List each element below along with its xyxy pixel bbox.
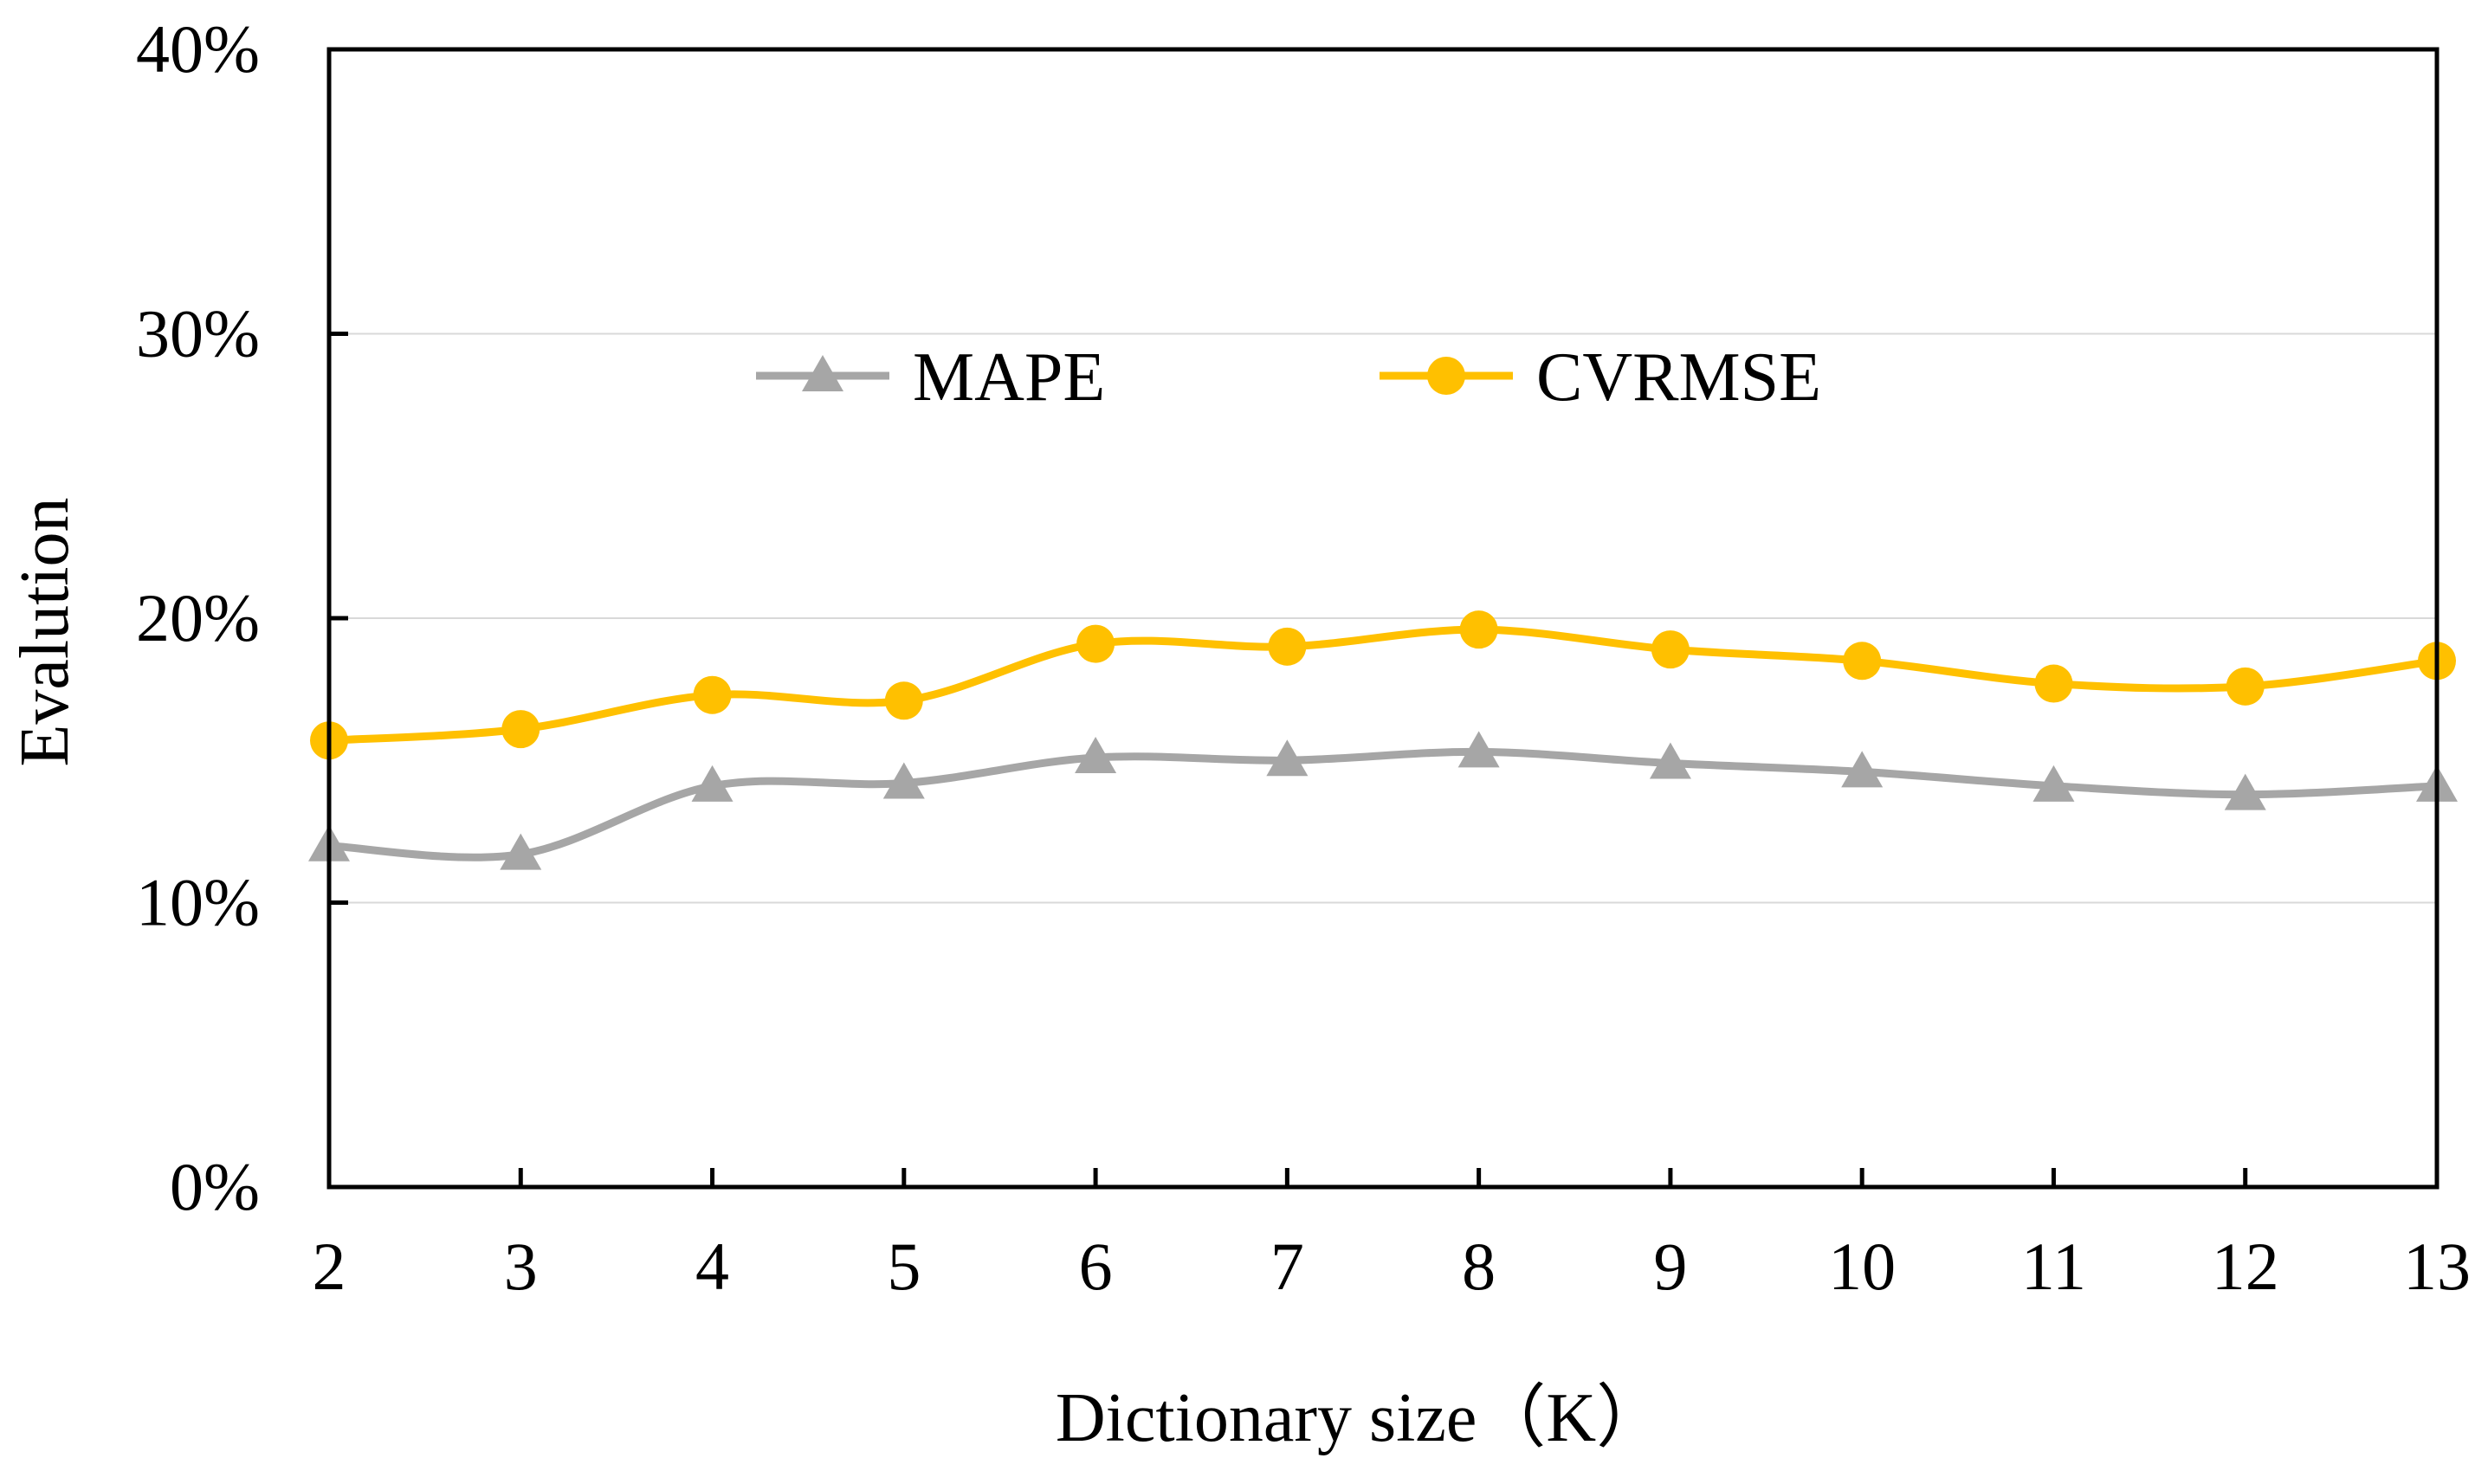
mape-point [691, 765, 733, 802]
y-tick-label: 0% [170, 1149, 260, 1224]
x-tick-label: 6 [1079, 1229, 1113, 1304]
cvrmse-point [693, 675, 732, 714]
mape-point [1266, 739, 1309, 777]
mape-point [882, 762, 925, 799]
legend: MAPE CVRMSE [756, 339, 1821, 416]
x-tick-label: 10 [1828, 1229, 1896, 1304]
cvrmse-point [1076, 624, 1115, 663]
series-cvrmse [310, 610, 2456, 760]
cvrmse-point [1268, 627, 1307, 666]
gridlines [329, 332, 2437, 904]
x-tick-label: 7 [1270, 1229, 1304, 1304]
y-tick-label: 40% [136, 11, 260, 87]
y-tick-label: 20% [136, 580, 260, 655]
mape-point [2224, 773, 2266, 810]
y-tick-label: 30% [136, 296, 260, 371]
cvrmse-point [884, 681, 923, 720]
y-axis-title: Evalution [7, 497, 83, 766]
x-tick-label: 12 [2212, 1229, 2279, 1304]
series-mape [308, 731, 2458, 870]
axes: 0% 10% 20% 30% 40% 2 3 4 5 6 7 8 9 10 11 12 13 [136, 11, 2471, 1304]
mape-point [1075, 736, 1117, 773]
mape-point [500, 833, 542, 870]
x-tick-label: 4 [695, 1229, 729, 1304]
x-tick-label: 8 [1462, 1229, 1496, 1304]
legend-label-mape: MAPE [913, 339, 1105, 416]
x-tick-label: 3 [504, 1229, 538, 1304]
mape-line [325, 747, 2441, 861]
x-tick-label: 11 [2021, 1229, 2086, 1304]
legend-marker-cvrmse [1427, 357, 1465, 395]
x-axis-title: Dictionary size（K） [1056, 1380, 1665, 1456]
cvrmse-point [2226, 667, 2265, 706]
legend-marker-mape [802, 355, 843, 391]
legend-label-cvrmse: CVRMSE [1536, 339, 1821, 416]
legend-item-mape: MAPE [756, 339, 1105, 416]
x-tick-label: 5 [887, 1229, 921, 1304]
cvrmse-point [1651, 630, 1690, 669]
mape-point [1457, 731, 1500, 768]
y-tick-label: 10% [136, 865, 260, 940]
mape-point [2032, 765, 2075, 802]
cvrmse-point [2034, 664, 2073, 703]
cvrmse-point [1459, 610, 1498, 649]
x-tick-label: 9 [1653, 1229, 1687, 1304]
mape-point [1649, 742, 1691, 779]
x-tick-label: 13 [2403, 1229, 2471, 1304]
mape-point [1841, 751, 1884, 788]
cvrmse-point [501, 710, 540, 749]
series-layer [308, 610, 2458, 870]
x-tick-label: 2 [313, 1229, 346, 1304]
cvrmse-point [1843, 642, 1882, 681]
legend-item-cvrmse: CVRMSE [1380, 339, 1821, 416]
